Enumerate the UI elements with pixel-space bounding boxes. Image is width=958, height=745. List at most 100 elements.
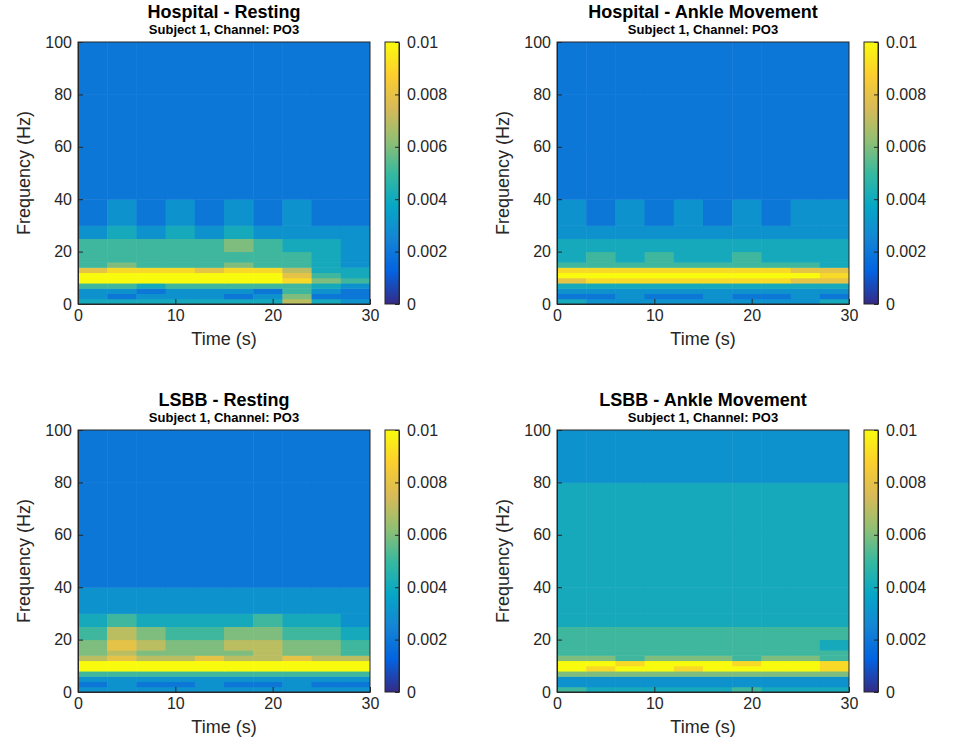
cell (224, 627, 254, 641)
tick-mark (273, 687, 274, 692)
cell (224, 682, 254, 688)
cell (645, 199, 675, 226)
cell (732, 262, 762, 268)
cell (78, 294, 108, 300)
cell (312, 613, 342, 627)
cell (107, 283, 137, 289)
cell (791, 627, 821, 641)
cell (820, 225, 849, 239)
cell (253, 288, 283, 294)
tick-mark (874, 147, 878, 148)
colorbar-axis: 00.0020.0040.0060.0080.01 (874, 422, 926, 701)
cell (136, 267, 166, 273)
cell (761, 288, 791, 294)
cell (703, 252, 733, 263)
cell (761, 613, 791, 627)
tick-label: 0.008 (407, 474, 447, 491)
cell (615, 640, 645, 651)
cell (341, 294, 370, 300)
tick: 20 (743, 687, 761, 712)
cell (791, 262, 821, 268)
cell (136, 676, 166, 682)
tick: 0.004 (395, 579, 447, 596)
tick: 40 (54, 191, 83, 208)
cell (312, 627, 342, 641)
cell (557, 273, 587, 279)
tick: 80 (54, 86, 83, 103)
tick-mark (78, 304, 83, 305)
cell (78, 199, 108, 226)
tick: 0.01 (874, 422, 917, 439)
cell (195, 294, 225, 300)
cell (282, 278, 312, 284)
cell (166, 273, 196, 279)
colorbar (864, 42, 878, 304)
cell (703, 239, 733, 253)
cell (282, 239, 312, 253)
tick-label: 0 (74, 307, 83, 324)
cell (586, 294, 616, 300)
cell (224, 278, 254, 284)
cell (645, 299, 675, 304)
cell (312, 199, 342, 226)
tick-mark (874, 199, 878, 200)
cell (820, 288, 849, 294)
tick-label: 60 (533, 138, 551, 155)
cell (78, 655, 108, 661)
cell (107, 671, 137, 677)
cell (253, 239, 283, 253)
cell (166, 199, 196, 226)
tick-mark (395, 535, 399, 536)
axis-line (557, 431, 558, 693)
cell (674, 294, 704, 300)
cell (674, 225, 704, 239)
cell (282, 687, 312, 692)
colorbar-axis: 00.0020.0040.0060.0080.01 (395, 34, 447, 313)
tick-mark (557, 640, 562, 641)
cell (107, 94, 137, 147)
tick-label: 0.008 (886, 474, 926, 491)
cell (732, 278, 762, 284)
subtitle: Subject 1, Channel: PO3 (628, 22, 778, 37)
axis-line (878, 431, 879, 693)
cell (253, 278, 283, 284)
cell (312, 676, 342, 682)
cell (341, 640, 370, 651)
tick-label: 0 (407, 684, 416, 701)
cell (312, 650, 342, 656)
tick: 10 (167, 687, 185, 712)
cell (195, 199, 225, 226)
tick: 0.004 (874, 191, 926, 208)
tick-mark (557, 692, 562, 693)
cell (195, 278, 225, 284)
cell (166, 640, 196, 651)
cell (645, 239, 675, 253)
cell (78, 252, 108, 263)
tick-mark (78, 692, 83, 693)
cell (253, 671, 283, 677)
cell (107, 430, 137, 483)
cell (253, 199, 283, 226)
cell (674, 661, 704, 667)
cell (166, 655, 196, 661)
cell (791, 239, 821, 253)
cell (107, 650, 137, 656)
tick: 0 (63, 684, 83, 701)
cell (166, 239, 196, 253)
cell (107, 273, 137, 279)
cell (107, 252, 137, 263)
cell (107, 627, 137, 641)
cell (615, 613, 645, 627)
cell (136, 682, 166, 688)
tick-mark (752, 299, 753, 304)
cell (78, 42, 108, 95)
cell (136, 278, 166, 284)
cell (615, 239, 645, 253)
tick: 80 (54, 474, 83, 491)
cell (312, 147, 342, 200)
cell (586, 239, 616, 253)
cell (282, 262, 312, 268)
cell (312, 661, 342, 667)
cell (791, 687, 821, 692)
cell (253, 252, 283, 263)
